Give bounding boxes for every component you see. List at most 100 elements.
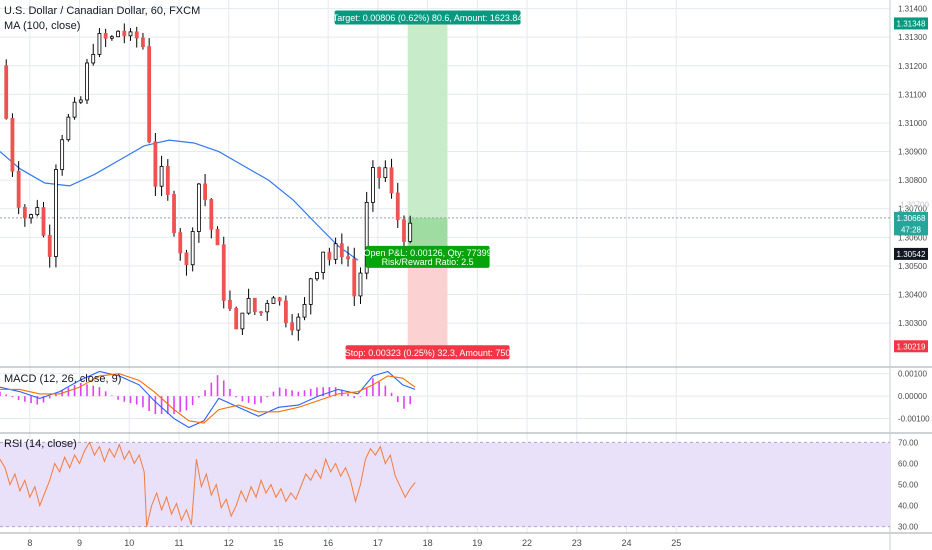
candle-body bbox=[283, 300, 288, 324]
rsi-band bbox=[0, 442, 890, 527]
candle-body bbox=[402, 219, 406, 242]
candle-body bbox=[240, 312, 245, 330]
candle-body bbox=[209, 199, 214, 230]
x-tick-label: 25 bbox=[671, 538, 681, 548]
x-tick-label: 19 bbox=[472, 538, 482, 548]
price-axis-label-bg bbox=[894, 211, 928, 224]
macd-tick-label: 0.00100 bbox=[898, 370, 927, 379]
candle-body bbox=[296, 316, 301, 331]
x-tick-label: 9 bbox=[77, 538, 82, 548]
candle-body bbox=[190, 231, 195, 266]
candle-body bbox=[72, 101, 77, 118]
candle-body bbox=[327, 251, 332, 260]
candle-body bbox=[371, 167, 375, 203]
price-axis-label: 47:28 bbox=[901, 225, 922, 234]
candle-body bbox=[277, 297, 282, 302]
price-axis-label-bg bbox=[894, 340, 928, 353]
price-axis-label-bg bbox=[894, 247, 928, 260]
stop-annotation-bg bbox=[345, 345, 510, 360]
price-axis-ghost-label: 1.30700 bbox=[900, 201, 929, 210]
price-tick-label: 1.30700 bbox=[898, 205, 927, 214]
rsi-tick-label: 50.00 bbox=[898, 481, 919, 490]
candle-body bbox=[147, 46, 152, 143]
price-tick-label: 1.30300 bbox=[898, 319, 927, 328]
rsi-tick-label: 40.00 bbox=[898, 502, 919, 511]
rsi-line bbox=[0, 441, 416, 527]
price-tick-label: 1.30400 bbox=[898, 291, 927, 300]
price-tick-label: 1.30500 bbox=[898, 262, 927, 271]
candle-body bbox=[308, 278, 313, 305]
candle-body bbox=[346, 256, 350, 260]
price-axis-label: 1.31348 bbox=[897, 19, 926, 28]
rsi-legend: RSI (14, close) bbox=[4, 438, 77, 450]
macd-tick-label: 0.00000 bbox=[898, 392, 927, 401]
price-axis-label-bg bbox=[894, 223, 928, 236]
candle-body bbox=[35, 207, 40, 216]
candle-body bbox=[228, 300, 232, 309]
candle-body bbox=[339, 243, 344, 258]
candle-body bbox=[103, 33, 108, 39]
x-tick-label: 8 bbox=[27, 538, 32, 548]
candle-body bbox=[389, 167, 394, 194]
rsi-tick-label: 30.00 bbox=[898, 523, 919, 532]
candle-body bbox=[395, 192, 400, 221]
stop-zone bbox=[407, 253, 448, 347]
candle-body bbox=[383, 167, 388, 178]
candle-body bbox=[290, 322, 295, 331]
stop-annotation: Stop: 0.00323 (0.25%) 32.3, Amount: 750 bbox=[345, 348, 511, 358]
price-axis-label: 1.30219 bbox=[897, 342, 926, 351]
price-tick-label: 1.30600 bbox=[898, 233, 927, 242]
macd-tick-label: -0.00100 bbox=[898, 415, 930, 424]
price-tick-label: 1.30800 bbox=[898, 176, 927, 185]
rsi-tick-label: 70.00 bbox=[898, 438, 919, 447]
macd-legend: MACD (12, 26, close, 9) bbox=[4, 373, 122, 385]
candle-body bbox=[153, 141, 158, 187]
target-zone bbox=[407, 23, 448, 254]
x-tick-label: 11 bbox=[174, 538, 183, 548]
candle-body bbox=[408, 222, 413, 242]
candle-body bbox=[116, 30, 120, 38]
price-axis-label: 1.30542 bbox=[897, 250, 926, 259]
candle-body bbox=[358, 272, 363, 297]
candle-body bbox=[165, 165, 170, 195]
candle-body bbox=[302, 303, 307, 318]
x-tick-label: 12 bbox=[224, 538, 234, 548]
candle-body bbox=[246, 297, 251, 314]
candle-body bbox=[66, 116, 71, 141]
price-tick-label: 1.31200 bbox=[898, 62, 927, 71]
candle-body bbox=[134, 31, 139, 39]
x-tick-label: 22 bbox=[522, 538, 532, 548]
candle-body bbox=[16, 170, 21, 208]
candle-body bbox=[321, 251, 326, 274]
candle-body bbox=[221, 244, 226, 301]
candle-body bbox=[203, 183, 207, 200]
signal-line bbox=[0, 373, 416, 424]
candle-body bbox=[159, 165, 164, 187]
price-tick-label: 1.31000 bbox=[898, 119, 927, 128]
candle-body bbox=[41, 207, 46, 236]
ma-legend: MA (100, close) bbox=[4, 20, 81, 32]
candle-body bbox=[60, 139, 65, 170]
price-axis-label-bg bbox=[894, 17, 928, 30]
x-tick-label: 18 bbox=[423, 538, 433, 548]
candle-body bbox=[215, 228, 220, 246]
candle-body bbox=[252, 297, 257, 313]
pnl-annotation-line1: Open P&L: 0.00126, Qty: 77399 bbox=[364, 248, 492, 258]
candle-body bbox=[141, 37, 145, 47]
rsi-tick-label: 60.00 bbox=[898, 459, 919, 468]
candle-body bbox=[29, 214, 33, 219]
candle-body bbox=[333, 243, 338, 260]
candle-body bbox=[259, 311, 263, 314]
pnl-annotation-line2: Risk/Reward Ratio: 2.5 bbox=[382, 257, 474, 267]
price-tick-label: 1.31100 bbox=[898, 90, 927, 99]
candle-body bbox=[91, 53, 96, 64]
x-tick-label: 15 bbox=[273, 538, 283, 548]
candle-body bbox=[54, 169, 58, 257]
candle-body bbox=[109, 36, 114, 39]
candle-body bbox=[4, 65, 9, 119]
candle-body bbox=[97, 33, 102, 55]
candle-body bbox=[315, 272, 319, 280]
candle-body bbox=[352, 258, 357, 297]
x-tick-label: 24 bbox=[621, 538, 631, 548]
